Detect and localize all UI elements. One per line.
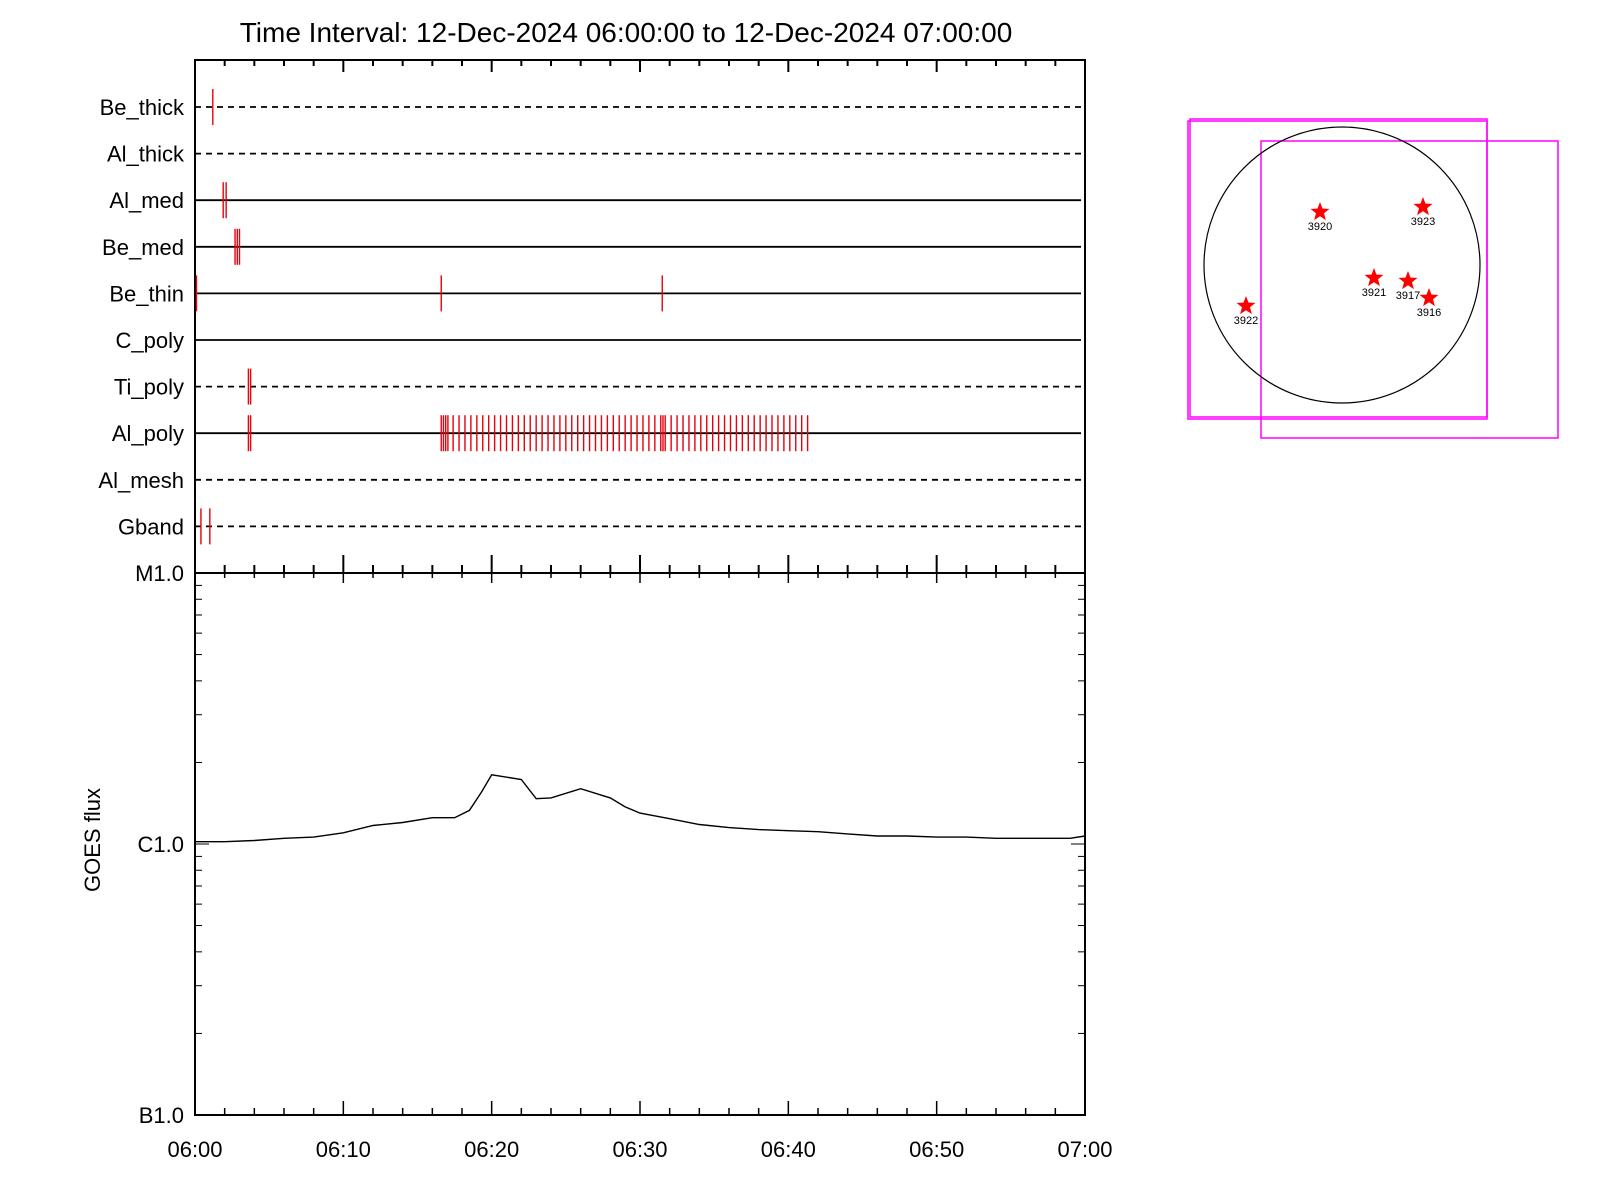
- filter-label: Gband: [118, 514, 184, 539]
- goes-x-tick-label: 06:40: [761, 1137, 816, 1162]
- goes-flux-panel: 06:00 06:10 06:20 06:30 06:40 06:50 07:00 M1.0 C…: [135, 555, 1113, 1162]
- goes-x-tick-label: 07:00: [1057, 1137, 1112, 1162]
- goes-x-tick-label: 06:30: [612, 1137, 667, 1162]
- filter-label: C_poly: [116, 328, 184, 353]
- goes-frame: [194, 572, 1086, 1116]
- active-region-label: 3920: [1308, 221, 1332, 233]
- active-region-label: 3917: [1396, 290, 1420, 302]
- filter-label: Ti_poly: [114, 375, 184, 400]
- filter-label: Be_med: [102, 235, 184, 260]
- active-region-star: [1398, 271, 1418, 290]
- filter-timeline-panel: Be_thick Al_thick Al_med Be_med Be_thin C_pol…: [98, 59, 1086, 574]
- active-region-label: 3922: [1234, 315, 1258, 327]
- filter-label: Al_mesh: [98, 468, 184, 493]
- active-region-star: [1236, 296, 1256, 315]
- solar-disk-outline: [1203, 126, 1481, 404]
- active-region-star: [1310, 202, 1330, 221]
- filter-label: Be_thick: [100, 95, 185, 120]
- goes-y-axis-label: GOES flux: [80, 788, 105, 892]
- solar-disk-panel: 3920 3923 3921 3917 3916 3922: [1187, 118, 1559, 439]
- filter-label: Al_med: [109, 188, 184, 213]
- active-region-label: 3923: [1411, 216, 1435, 228]
- goes-y-tick-label: C1.0: [138, 832, 184, 857]
- goes-x-tick-label: 06:50: [909, 1137, 964, 1162]
- goes-y-tick-label: M1.0: [135, 561, 184, 586]
- goes-flux-line: [195, 774, 1086, 843]
- chart-title: Time Interval: 12-Dec-2024 06:00:00 to 1…: [240, 17, 1013, 48]
- goes-y-tick-label: B1.0: [139, 1103, 184, 1128]
- active-region-label: 3916: [1417, 307, 1441, 319]
- timeline-frame: [194, 59, 1086, 574]
- active-region-star: [1364, 268, 1384, 287]
- filter-label: Al_poly: [112, 421, 184, 446]
- fov-box: [1189, 118, 1488, 418]
- active-region-label: 3921: [1362, 287, 1386, 299]
- active-region-star: [1419, 288, 1439, 307]
- fov-box: [1260, 140, 1559, 439]
- goes-x-tick-label: 06:00: [167, 1137, 222, 1162]
- filter-label: Be_thin: [109, 281, 184, 306]
- fov-box: [1187, 120, 1488, 420]
- filter-label: Al_thick: [107, 142, 185, 167]
- goes-x-tick-label: 06:20: [464, 1137, 519, 1162]
- active-region-star: [1413, 197, 1433, 216]
- goes-x-tick-label: 06:10: [316, 1137, 371, 1162]
